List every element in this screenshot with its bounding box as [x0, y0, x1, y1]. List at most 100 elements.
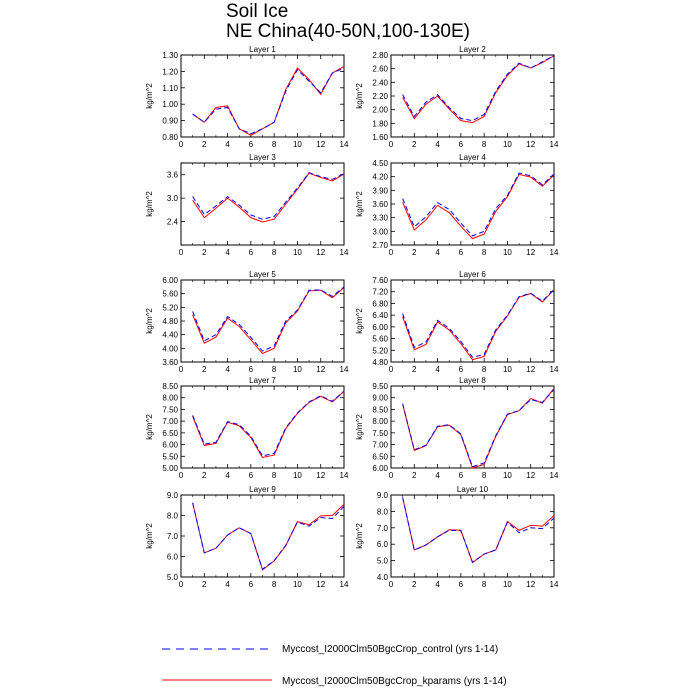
x-tick-label: 6: [249, 580, 254, 589]
y-tick-label: 6.80: [372, 299, 388, 308]
x-tick-label: 14: [550, 365, 559, 374]
x-tick-label: 2: [412, 471, 417, 480]
x-tick-label: 6: [249, 471, 254, 480]
x-tick-label: 6: [459, 248, 464, 257]
panel-layer-7: Layer 7 0 2 4 6 8 10 12 14 5.00 5.50 6.00 6.50 7.00 7.…: [145, 376, 349, 480]
panel-title: Layer 3: [249, 153, 276, 162]
x-tick-label: 0: [389, 365, 394, 374]
y-tick-label: 4.40: [162, 331, 178, 340]
panel-layer-4: Layer 4 0 2 4 6 8 10 12 14 2.70 3.00 3.30 3.60 3.90 4.…: [355, 153, 559, 257]
y-axis-label: kg/m^2: [145, 308, 154, 334]
y-tick-label: 6.00: [372, 323, 388, 332]
y-tick-label: 9.50: [372, 382, 388, 391]
x-tick-label: 2: [202, 140, 207, 149]
x-tick-label: 6: [249, 248, 254, 257]
y-tick-label: 3.60: [372, 200, 388, 209]
x-tick-label: 2: [412, 248, 417, 257]
x-tick-label: 12: [316, 580, 325, 589]
y-tick-label: 1.60: [372, 133, 388, 142]
x-tick-label: 12: [526, 365, 535, 374]
figure-title: Soil Ice NE China(40-50N,100-130E): [226, 2, 470, 42]
y-tick-label: 5.00: [162, 464, 178, 473]
y-tick-label: 2.60: [372, 65, 388, 74]
panel-title: Layer 5: [249, 270, 276, 279]
x-tick-label: 4: [435, 248, 440, 257]
y-tick-label: 2.80: [372, 51, 388, 60]
x-tick-label: 2: [412, 580, 417, 589]
x-tick-label: 0: [389, 471, 394, 480]
x-tick-label: 12: [316, 248, 325, 257]
y-tick-label: 1.20: [162, 67, 178, 76]
y-tick-label: 6.50: [162, 429, 178, 438]
x-tick-label: 4: [225, 471, 230, 480]
x-tick-label: 8: [272, 365, 277, 374]
series-line-kparams: [192, 391, 345, 459]
x-tick-label: 0: [179, 248, 184, 257]
plot-frame: [180, 494, 345, 578]
y-axis-label: kg/m^2: [355, 83, 364, 109]
y-tick-label: 2.20: [372, 92, 388, 101]
series-line-control: [192, 286, 345, 352]
x-tick-label: 14: [340, 580, 349, 589]
y-tick-label: 6.0: [377, 540, 389, 549]
x-tick-label: 14: [340, 365, 349, 374]
y-tick-label: 2.70: [372, 241, 388, 250]
y-tick-label: 3.00: [372, 227, 388, 236]
y-tick-label: 5.20: [162, 303, 178, 312]
series-line-control: [402, 497, 555, 564]
y-tick-label: 7.50: [372, 429, 388, 438]
panel-title: Layer 7: [249, 376, 276, 385]
y-axis-label: kg/m^2: [145, 414, 154, 440]
x-tick-label: 0: [389, 140, 394, 149]
y-tick-label: 7.00: [162, 417, 178, 426]
series-line-control: [402, 289, 555, 358]
panel-layer-8: Layer 8 0 2 4 6 8 10 12 14 6.00 6.50 7.00 7.50 8.00 8.…: [355, 376, 559, 480]
x-tick-label: 8: [272, 471, 277, 480]
y-tick-label: 7.60: [372, 276, 388, 285]
series-line-kparams: [192, 287, 345, 355]
plot-frame: [180, 54, 345, 138]
x-tick-label: 2: [202, 471, 207, 480]
y-tick-label: 3.60: [162, 358, 178, 367]
plot-frame: [180, 162, 345, 246]
plot-frame: [180, 385, 345, 469]
series-line-control: [192, 67, 345, 135]
x-tick-label: 4: [225, 365, 230, 374]
series-line-control: [192, 390, 345, 457]
x-tick-label: 6: [459, 365, 464, 374]
x-tick-label: 10: [293, 580, 302, 589]
series-line-kparams: [192, 502, 345, 571]
y-tick-label: 6.40: [372, 311, 388, 320]
y-tick-label: 1.10: [162, 84, 178, 93]
y-tick-label: 4.20: [372, 173, 388, 182]
x-tick-label: 4: [435, 580, 440, 589]
series-line-control: [402, 389, 555, 468]
x-tick-label: 14: [340, 471, 349, 480]
y-axis-label: kg/m^2: [145, 83, 154, 109]
y-axis-label: kg/m^2: [355, 414, 364, 440]
x-tick-label: 2: [412, 365, 417, 374]
x-tick-label: 10: [293, 471, 302, 480]
x-tick-label: 4: [435, 140, 440, 149]
panel-layer-5: Layer 5 0 2 4 6 8 10 12 14 3.60 4.00 4.40 4.80 5.20 5.…: [145, 270, 349, 374]
panel-title: Layer 6: [459, 270, 486, 279]
x-tick-label: 6: [459, 580, 464, 589]
x-tick-label: 12: [526, 580, 535, 589]
x-tick-label: 14: [550, 580, 559, 589]
series-line-kparams: [192, 172, 345, 223]
y-tick-label: 4.50: [372, 159, 388, 168]
x-tick-label: 2: [412, 140, 417, 149]
panel-title: Layer 8: [459, 376, 486, 385]
y-tick-label: 6.00: [162, 441, 178, 450]
y-tick-label: 6.00: [372, 464, 388, 473]
y-tick-label: 9.0: [377, 491, 389, 500]
x-tick-label: 10: [503, 580, 512, 589]
x-tick-label: 2: [202, 365, 207, 374]
y-tick-label: 4.00: [162, 344, 178, 353]
x-tick-label: 12: [526, 471, 535, 480]
y-tick-label: 8.0: [167, 512, 179, 521]
x-tick-label: 6: [459, 471, 464, 480]
series-line-kparams: [402, 173, 555, 240]
figure-title-line-2: NE China(40-50N,100-130E): [226, 21, 470, 42]
panel-title: Layer 10: [457, 485, 489, 494]
